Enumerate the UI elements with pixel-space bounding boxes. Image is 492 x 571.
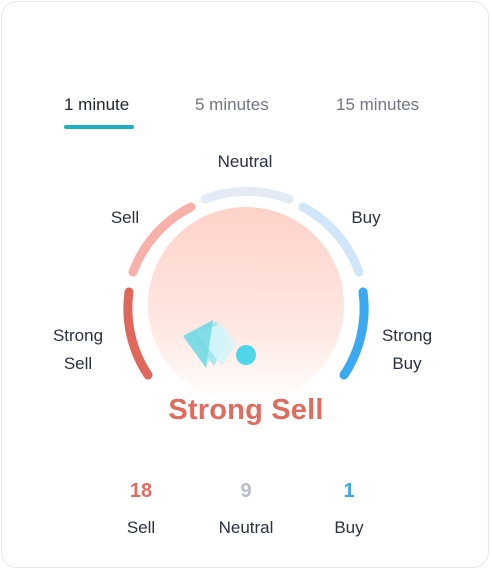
sell-count: 18 <box>129 480 153 502</box>
active-tab-indicator <box>64 125 134 129</box>
timeframe-tabs: 1 minute 5 minutes 15 minutes <box>0 94 492 134</box>
gauge-segment-strong-buy <box>339 287 369 380</box>
gauge-label-sell: Sell <box>110 208 140 227</box>
buy-count: 1 <box>343 480 355 502</box>
gauge-segment-buy <box>298 202 364 277</box>
gauge-needle-icon <box>183 320 256 368</box>
gauge-segment-neutral <box>200 186 294 204</box>
gauge-label-strong-buy: Strong Buy <box>381 326 433 373</box>
gauge-label-strong-sell: Strong Sell <box>52 326 104 373</box>
rating-result: Strong Sell <box>168 394 324 426</box>
neutral-count-label: Neutral <box>218 518 274 537</box>
buy-count-label: Buy <box>334 518 364 537</box>
tab-1-minute[interactable]: 1 minute <box>64 95 130 114</box>
tab-5-minutes[interactable]: 5 minutes <box>195 95 269 114</box>
tab-15-minutes[interactable]: 15 minutes <box>336 95 420 114</box>
gauge-label-neutral: Neutral <box>217 152 273 171</box>
sell-count-label: Sell <box>126 518 156 537</box>
neutral-count: 9 <box>240 480 252 502</box>
gauge-dial <box>148 207 344 403</box>
gauge-segment-strong-sell <box>123 287 153 380</box>
gauge-segment-sell <box>128 202 196 277</box>
gauge-label-buy: Buy <box>351 208 381 227</box>
